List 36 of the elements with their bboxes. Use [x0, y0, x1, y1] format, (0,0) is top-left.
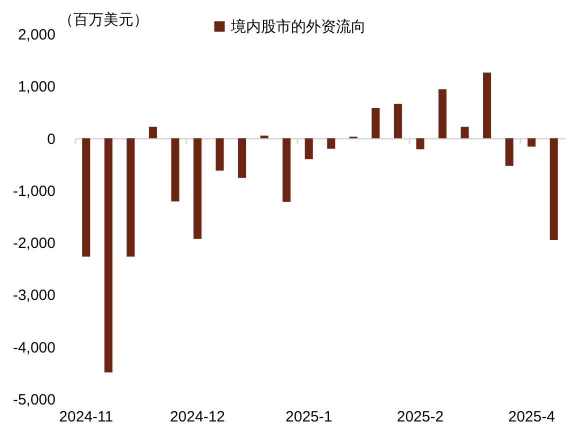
- bar: [438, 89, 447, 138]
- y-tick-label: 2,000: [18, 26, 56, 44]
- bar: [372, 108, 380, 138]
- x-tick-label: 2025-2: [396, 408, 444, 426]
- y-tick-label: -5,000: [12, 392, 56, 408]
- bar: [82, 138, 90, 257]
- bar: [416, 138, 424, 150]
- bar: [104, 138, 112, 372]
- bar: [505, 138, 514, 166]
- bar: [238, 138, 246, 178]
- x-tick-label: 2025-1: [286, 408, 332, 426]
- y-tick-label: 1,000: [18, 78, 56, 96]
- y-tick-label: -4,000: [12, 339, 56, 356]
- bar: [394, 104, 402, 138]
- bar: [528, 138, 536, 147]
- bar: [193, 138, 202, 239]
- bar: [148, 126, 157, 138]
- x-tick-label: 2025-4: [508, 408, 555, 426]
- bar: [282, 138, 291, 202]
- bar: [304, 138, 313, 160]
- y-axis-title: （百万美元）: [58, 12, 148, 28]
- bar: [260, 136, 268, 138]
- bar: [550, 138, 558, 240]
- x-tick-label: 2024-11: [59, 408, 114, 426]
- bar: [460, 126, 469, 138]
- bar: [483, 72, 492, 138]
- y-tick-label: -2,000: [12, 235, 56, 252]
- y-tick-label: 0: [47, 130, 56, 148]
- legend-label: 境内股市的外资流向: [230, 18, 366, 36]
- x-tick-label: 2024-12: [170, 408, 226, 426]
- bar: [216, 138, 224, 171]
- y-tick-label: -3,000: [12, 287, 56, 304]
- y-tick-label: -1,000: [12, 182, 56, 200]
- bar: [327, 138, 336, 149]
- bar: [126, 138, 135, 257]
- bar: [171, 138, 180, 202]
